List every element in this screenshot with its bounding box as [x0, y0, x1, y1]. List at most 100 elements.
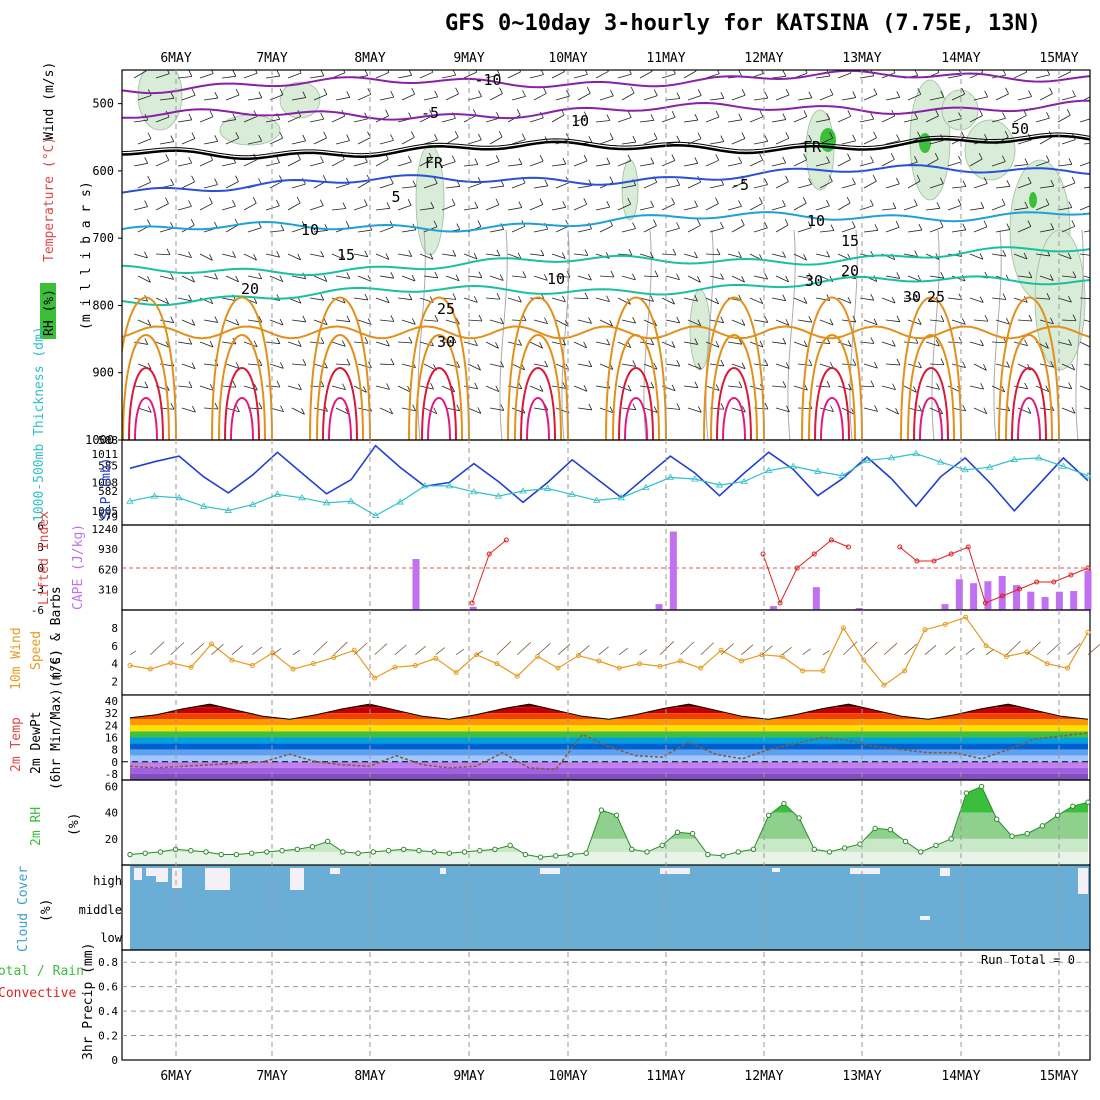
wind-speed-marker	[331, 654, 337, 660]
wind-barb	[973, 407, 987, 415]
thickness-marker	[986, 463, 994, 470]
pressure-tick-label: 1000	[85, 433, 114, 447]
wind-barb-flag	[940, 272, 945, 279]
wind-barb	[331, 159, 345, 167]
wind-speed-marker	[616, 665, 622, 671]
wind-barb-flag	[782, 251, 786, 258]
date-label-top: 13MAY	[842, 51, 881, 66]
wind-barb	[291, 227, 306, 233]
rh-marker	[522, 851, 529, 858]
wind-barb-10m	[415, 645, 426, 656]
wind-barb-flag	[495, 155, 500, 162]
wind-barb-flag	[1072, 90, 1076, 97]
wind-barb-flag	[191, 175, 195, 183]
rh-marker	[963, 790, 970, 796]
wind-barb-10m	[822, 650, 830, 656]
wind-barb	[969, 115, 983, 123]
wind-barb-flag	[407, 199, 412, 206]
wind-barb	[573, 297, 589, 300]
wind-barb	[907, 229, 922, 233]
wind-barb	[489, 136, 503, 145]
rh-legend-swatch	[40, 283, 56, 339]
temp-tick-label: 24	[105, 719, 119, 732]
wind-barb-flag	[455, 274, 460, 281]
wind-barb	[287, 115, 301, 123]
warm-contour-loop	[122, 334, 170, 440]
warm-contour-loop	[1011, 367, 1047, 440]
wind-barb-flag	[473, 109, 477, 116]
wind-barb-flag	[496, 249, 501, 257]
wind-barb-flag	[430, 382, 434, 390]
wind-barb	[489, 228, 504, 233]
wind-barb	[485, 385, 499, 393]
lifted-index-marker	[794, 565, 800, 571]
wind-barb-flag	[1068, 295, 1072, 303]
rh-blob	[279, 81, 321, 119]
wind-barb-flag	[896, 177, 900, 185]
wind-speed-marker	[372, 675, 378, 681]
wind-barb	[793, 253, 807, 261]
wind-barb-flag	[609, 133, 614, 140]
wind-barb	[221, 205, 236, 211]
wind-barb-flag	[1024, 339, 1028, 346]
date-label-bottom: 13MAY	[842, 1069, 881, 1084]
wind-barb	[1057, 114, 1071, 123]
wind-barb	[705, 203, 719, 211]
wind-barb	[137, 319, 151, 327]
rh-marker	[568, 851, 574, 858]
temperature-contour	[122, 211, 1090, 233]
wind-barb-flag	[1028, 314, 1033, 322]
rh-marker	[1070, 803, 1076, 809]
wind-barb-10m	[455, 648, 465, 656]
wind-barb-flag	[562, 157, 567, 165]
wind-barb-flag	[323, 88, 328, 95]
wind-barb-flag	[653, 89, 658, 96]
wind-barb	[489, 93, 503, 101]
wind-barb	[159, 141, 174, 145]
clear-sky-patch	[850, 868, 880, 874]
wind-barb-flag	[782, 337, 787, 345]
wind-barb	[727, 253, 742, 259]
wind-speed-marker	[983, 643, 989, 649]
wind-speed-marker	[1085, 629, 1091, 635]
wind-barb-flag	[697, 276, 701, 283]
wind-barb	[441, 161, 456, 167]
wind-speed-marker	[290, 666, 296, 672]
wind-barb	[749, 297, 763, 305]
pressure-tick-label: 500	[92, 97, 114, 111]
wind-barb-flag	[496, 70, 500, 76]
wind-barb	[507, 297, 522, 303]
wind-barb	[1079, 253, 1090, 256]
wind-barb-flag	[913, 199, 918, 206]
wind-barb	[991, 341, 1007, 344]
lifted-index-marker	[1051, 579, 1057, 585]
wind-barb	[837, 341, 852, 347]
wind-barb-flag	[936, 383, 940, 390]
wind-barb-flag	[1091, 250, 1094, 256]
wind-barb	[291, 140, 306, 145]
lifted-index-marker	[914, 558, 920, 564]
wind-barb-flag	[170, 273, 174, 280]
clear-sky-patch	[290, 868, 304, 890]
wind-barb-flag	[1045, 385, 1050, 392]
wind-barb	[291, 183, 306, 189]
wind-barb-10m	[1087, 644, 1100, 656]
contour-label: 20	[841, 262, 859, 280]
wind-barb	[1035, 253, 1050, 257]
wind-barb-flag	[478, 314, 483, 322]
wind-barb-flag	[543, 87, 547, 94]
wind-barb	[753, 227, 768, 233]
lifted-index-marker	[931, 558, 937, 564]
thickness-marker	[1010, 455, 1019, 462]
wind-barb	[375, 72, 390, 79]
wind-barb-flag	[232, 70, 237, 77]
wind-barb	[1035, 161, 1050, 167]
date-label-bottom: 11MAY	[646, 1069, 685, 1084]
warm-contour-loop	[913, 367, 949, 440]
wind-barb	[753, 184, 768, 189]
wind-barb	[727, 385, 742, 388]
wind-barb	[155, 159, 169, 167]
wind-barb-flag	[870, 112, 875, 120]
rh-marker	[781, 800, 787, 807]
